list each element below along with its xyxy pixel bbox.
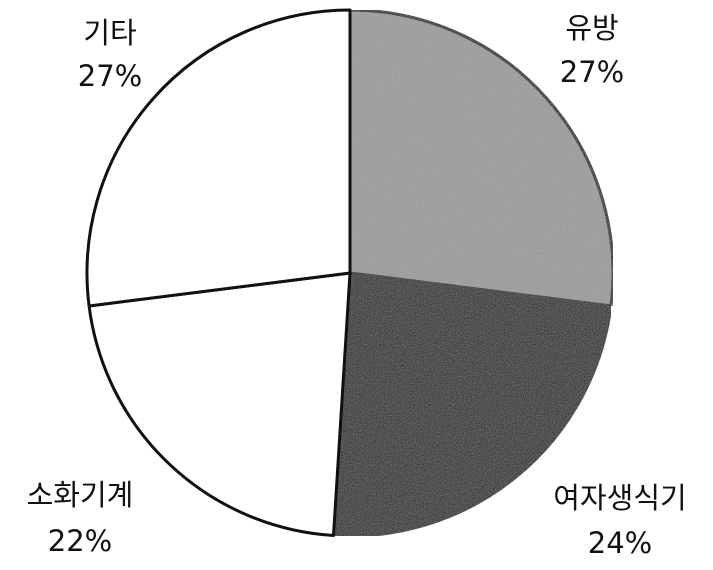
pie-slice [85,8,352,308]
pie-slice [348,8,615,308]
slice-label: 소화기계 [27,478,134,512]
slice-value: 27% [560,55,624,89]
slice-label: 유방 [565,11,618,45]
pie-slice [331,271,613,538]
labels: 유방 27% 여자생식기 24% 소화기계 22% 기타 27% [27,11,687,560]
slice-value: 22% [48,524,112,558]
slice-label: 기타 [83,16,136,50]
slice-value: 27% [78,59,142,93]
pie-slice [87,271,352,537]
pie [85,8,615,538]
slice-label: 여자생식기 [553,481,686,515]
slice-value: 24% [588,526,652,560]
